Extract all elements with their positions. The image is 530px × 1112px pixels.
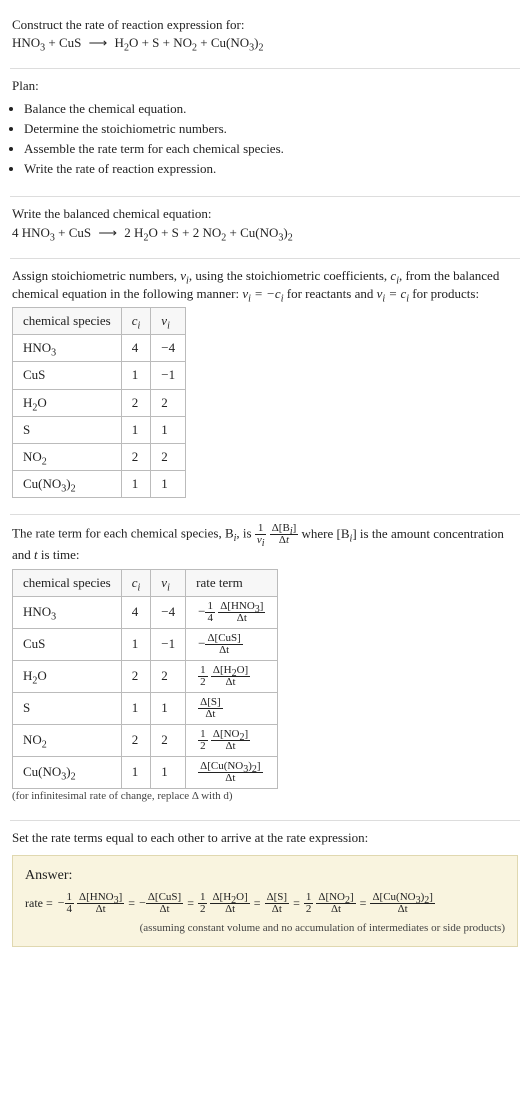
table-row: S11Δ[S]Δt: [13, 692, 278, 724]
cell-rate: −Δ[CuS]Δt: [186, 628, 278, 660]
cell-species: H2O: [13, 389, 122, 416]
cell-species: S: [13, 416, 122, 443]
cell-ci: 4: [121, 596, 151, 628]
cell-species: Cu(NO3)2: [13, 756, 122, 788]
table-row: HNO34−4−14 Δ[HNO3]Δt: [13, 596, 278, 628]
stoich-intro: Assign stoichiometric numbers, νi, using…: [12, 267, 518, 303]
delta-frac: Δ[Bi]Δt: [270, 523, 299, 546]
rate-footnote: (for infinitesimal rate of change, repla…: [12, 789, 518, 804]
balanced-equation: 4 HNO3 + CuS ⟶ 2 H2O + S + 2 NO2 + Cu(NO…: [12, 224, 518, 242]
plan-item: Determine the stoichiometric numbers.: [24, 120, 518, 138]
cell-nui: 1: [151, 692, 186, 724]
cell-rate: Δ[Cu(NO3)2]Δt: [186, 756, 278, 788]
cell-ci: 2: [121, 389, 151, 416]
col-species: chemical species: [13, 308, 122, 335]
plan-section: Plan: Balance the chemical equation. Det…: [10, 68, 520, 190]
prompt-text: Construct the rate of reaction expressio…: [12, 16, 518, 34]
cell-nui: 1: [151, 471, 186, 498]
cell-species: HNO3: [13, 335, 122, 362]
cell-species: CuS: [13, 362, 122, 389]
rate-intro: The rate term for each chemical species,…: [12, 523, 518, 564]
table-row: Cu(NO3)211: [13, 471, 186, 498]
text: , using the stoichiometric coefficients,: [189, 268, 391, 283]
cell-ci: 1: [121, 416, 151, 443]
cell-ci: 1: [121, 471, 151, 498]
cell-nui: −1: [151, 362, 186, 389]
text: for products:: [409, 286, 479, 301]
col-ci: ci: [121, 308, 151, 335]
cell-species: NO2: [13, 444, 122, 471]
rate-table: chemical species ci νi rate term HNO34−4…: [12, 569, 278, 789]
table-row: S11: [13, 416, 186, 443]
cell-species: H2O: [13, 660, 122, 692]
cell-nui: 2: [151, 660, 186, 692]
page: Construct the rate of reaction expressio…: [0, 0, 530, 977]
cell-species: CuS: [13, 628, 122, 660]
text: , is: [236, 526, 254, 541]
answer-title: Answer:: [25, 866, 505, 886]
cell-nui: 1: [151, 416, 186, 443]
table-row: NO22212 Δ[NO2]Δt: [13, 724, 278, 756]
cell-species: NO2: [13, 724, 122, 756]
cell-ci: 1: [121, 692, 151, 724]
cell-ci: 1: [121, 362, 151, 389]
table-row: NO222: [13, 444, 186, 471]
cell-species: S: [13, 692, 122, 724]
table-row: CuS1−1: [13, 362, 186, 389]
coef-frac: 1νi: [255, 523, 267, 546]
text: The rate term for each chemical species,…: [12, 526, 234, 541]
stoich-table: chemical species ci νi HNO34−4CuS1−1H2O2…: [12, 307, 186, 498]
cell-rate: 12 Δ[H2O]Δt: [186, 660, 278, 692]
plan-item: Assemble the rate term for each chemical…: [24, 140, 518, 158]
plan-list: Balance the chemical equation. Determine…: [12, 100, 518, 179]
balanced-title: Write the balanced chemical equation:: [12, 205, 518, 223]
answer-box: Answer: rate = −14 Δ[HNO3]Δt=−Δ[CuS]Δt=1…: [12, 855, 518, 947]
cell-nui: −4: [151, 335, 186, 362]
rate-prefix: rate =: [25, 895, 53, 912]
cell-ci: 4: [121, 335, 151, 362]
rate-section: The rate term for each chemical species,…: [10, 514, 520, 814]
cell-rate: Δ[S]Δt: [186, 692, 278, 724]
text: for reactants and: [284, 286, 377, 301]
cell-nui: 2: [151, 444, 186, 471]
final-section: Set the rate terms equal to each other t…: [10, 820, 520, 957]
plan-item: Write the rate of reaction expression.: [24, 160, 518, 178]
table-row: H2O22: [13, 389, 186, 416]
cell-nui: 1: [151, 756, 186, 788]
plan-item: Balance the chemical equation.: [24, 100, 518, 118]
text: is time:: [38, 547, 80, 562]
stoich-section: Assign stoichiometric numbers, νi , using…: [10, 258, 520, 509]
cell-ci: 2: [121, 660, 151, 692]
cell-rate: −14 Δ[HNO3]Δt: [186, 596, 278, 628]
cell-nui: 2: [151, 724, 186, 756]
table-row: Cu(NO3)211Δ[Cu(NO3)2]Δt: [13, 756, 278, 788]
col-ci: ci: [121, 569, 151, 596]
answer-assumption: (assuming constant volume and no accumul…: [25, 921, 505, 936]
cell-nui: −4: [151, 596, 186, 628]
rate-expression: rate = −14 Δ[HNO3]Δt=−Δ[CuS]Δt=12 Δ[H2O]…: [25, 892, 505, 915]
table-row: CuS1−1−Δ[CuS]Δt: [13, 628, 278, 660]
text: Assign stoichiometric numbers,: [12, 268, 180, 283]
cell-ci: 1: [121, 628, 151, 660]
col-nui: νi: [151, 569, 186, 596]
cell-nui: −1: [151, 628, 186, 660]
cell-species: HNO3: [13, 596, 122, 628]
plan-title: Plan:: [12, 77, 518, 95]
table-row: H2O2212 Δ[H2O]Δt: [13, 660, 278, 692]
col-species: chemical species: [13, 569, 122, 596]
cell-rate: 12 Δ[NO2]Δt: [186, 724, 278, 756]
unbalanced-equation: HNO3 + CuS ⟶ H2O + S + NO2 + Cu(NO3)2: [12, 34, 518, 52]
col-nui: νi: [151, 308, 186, 335]
cell-ci: 2: [121, 444, 151, 471]
table-row: HNO34−4: [13, 335, 186, 362]
col-rate: rate term: [186, 569, 278, 596]
cell-nui: 2: [151, 389, 186, 416]
prompt-section: Construct the rate of reaction expressio…: [10, 16, 520, 62]
cell-ci: 2: [121, 724, 151, 756]
final-intro: Set the rate terms equal to each other t…: [12, 829, 518, 847]
cell-ci: 1: [121, 756, 151, 788]
balanced-section: Write the balanced chemical equation: 4 …: [10, 196, 520, 251]
cell-species: Cu(NO3)2: [13, 471, 122, 498]
